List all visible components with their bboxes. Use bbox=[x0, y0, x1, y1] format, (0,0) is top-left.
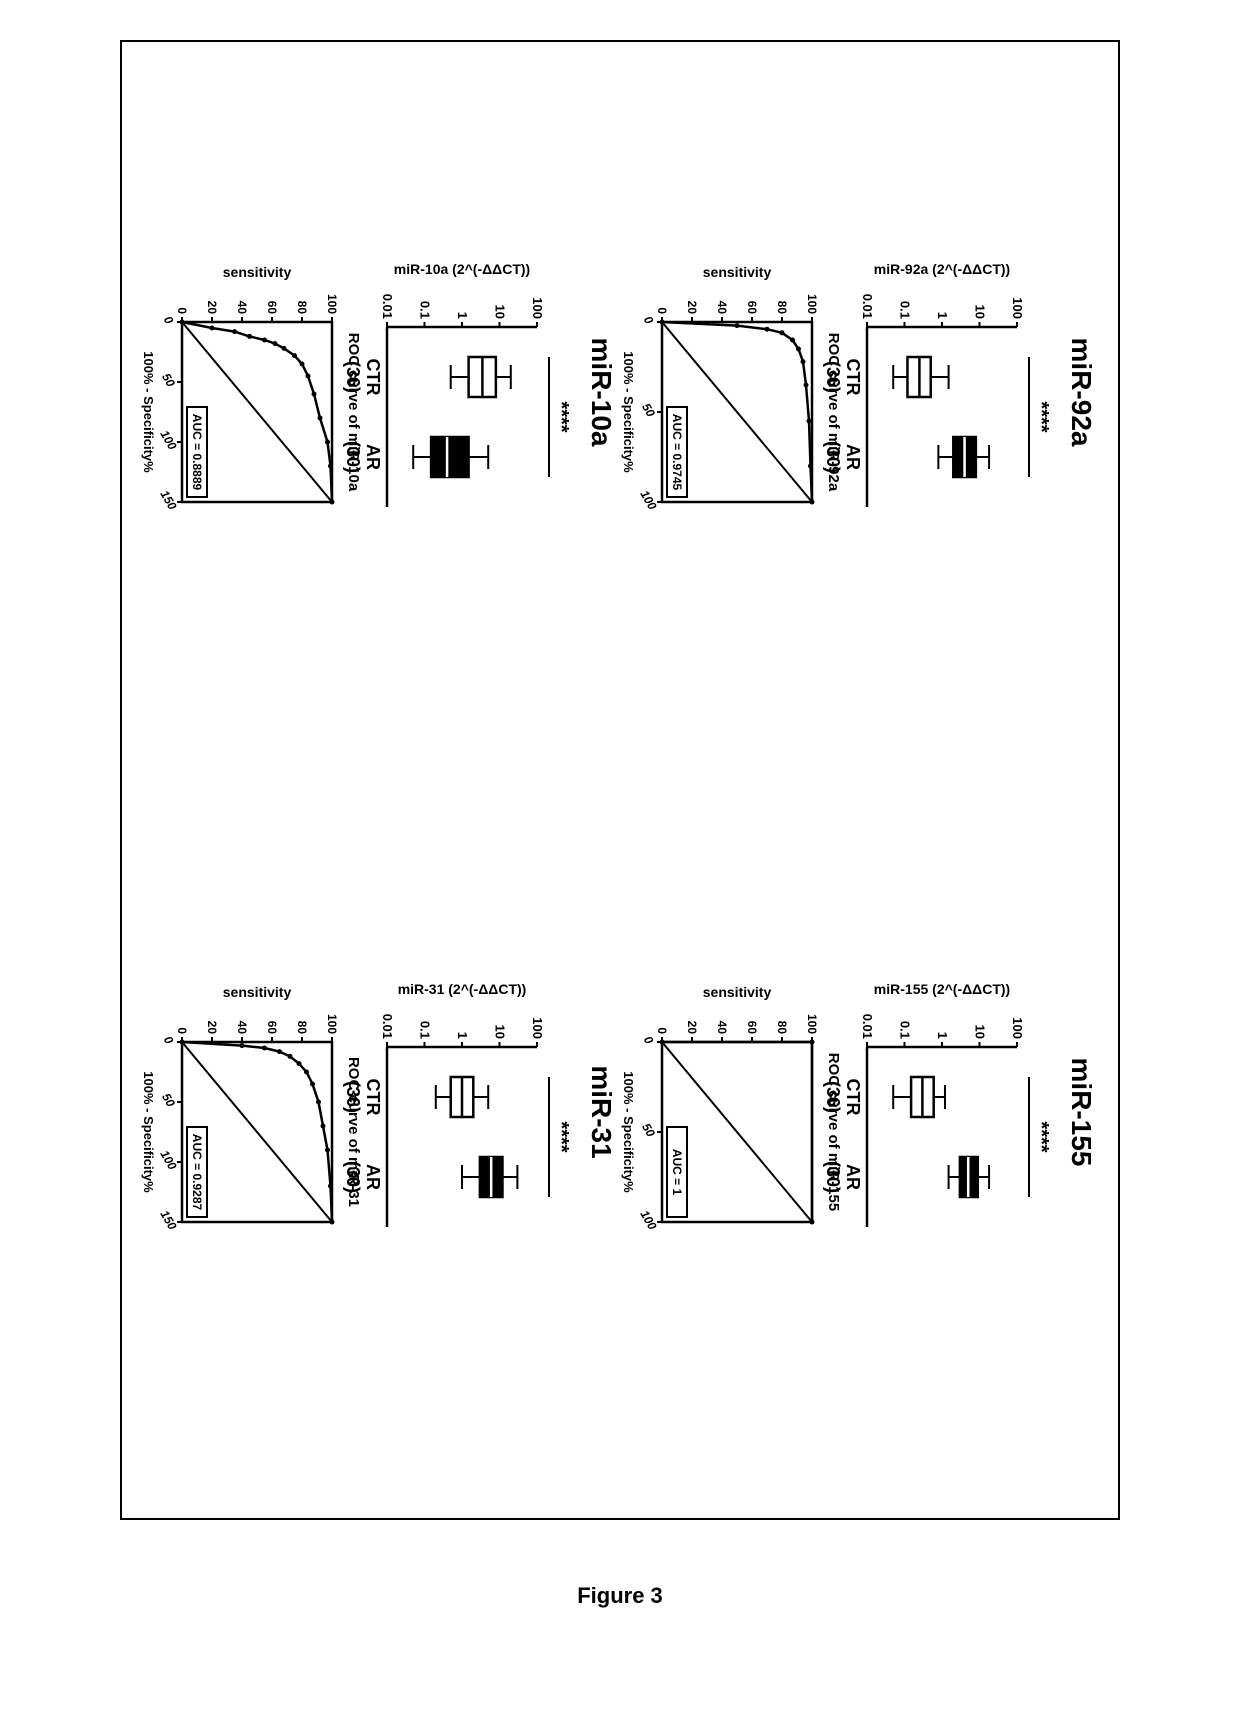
svg-text:150: 150 bbox=[157, 1208, 179, 1233]
panel-mir92a: miR-92a 0.010.1110100****CTR(36)AR(30)mi… bbox=[627, 262, 1097, 522]
svg-text:20: 20 bbox=[685, 301, 699, 315]
roc-mir10a: ROC curve of miR-10a 0 20 40 60 80 100 0 50 100 15… bbox=[147, 262, 367, 522]
svg-text:0.1: 0.1 bbox=[898, 1021, 913, 1039]
svg-text:1: 1 bbox=[455, 312, 470, 319]
svg-text:0: 0 bbox=[175, 307, 189, 314]
svg-text:20: 20 bbox=[205, 1021, 219, 1035]
svg-text:****: **** bbox=[1030, 401, 1052, 432]
panel-mir10a: miR-10a 0.010.1110100****CTR(36)AR(30)mi… bbox=[147, 262, 617, 522]
svg-text:40: 40 bbox=[235, 301, 249, 315]
svg-text:0.01: 0.01 bbox=[380, 1014, 395, 1039]
boxplot-mir10a: 0.010.1110100****CTR(36)AR(30)miR-10a (2… bbox=[377, 262, 577, 522]
svg-text:1: 1 bbox=[935, 312, 950, 319]
figure-frame: miR-10a 0.010.1110100****CTR(36)AR(30)mi… bbox=[120, 40, 1120, 1520]
svg-text:miR-10a (2^(-ΔΔCT)): miR-10a (2^(-ΔΔCT)) bbox=[394, 262, 530, 277]
svg-text:100: 100 bbox=[325, 294, 339, 314]
svg-text:0.01: 0.01 bbox=[860, 294, 875, 319]
svg-text:60: 60 bbox=[265, 301, 279, 315]
svg-text:sensitivity: sensitivity bbox=[703, 264, 772, 280]
svg-text:1: 1 bbox=[935, 1032, 950, 1039]
svg-text:100% - Specificity%: 100% - Specificity% bbox=[621, 1071, 636, 1193]
boxplot-mir155: 0.010.1110100****CTR(36)AR(30)miR-155 (2… bbox=[857, 982, 1057, 1242]
svg-text:100: 100 bbox=[530, 1017, 545, 1039]
svg-text:100: 100 bbox=[530, 297, 545, 319]
svg-text:100% - Specificity%: 100% - Specificity% bbox=[141, 351, 156, 473]
panel-mir155: miR-155 0.010.1110100****CTR(36)AR(30)mi… bbox=[627, 982, 1097, 1242]
svg-text:0: 0 bbox=[161, 314, 177, 327]
svg-text:50: 50 bbox=[639, 401, 658, 420]
svg-text:20: 20 bbox=[685, 1021, 699, 1035]
svg-text:sensitivity: sensitivity bbox=[223, 984, 292, 1000]
svg-text:ROC curve of miR-92a: ROC curve of miR-92a bbox=[825, 333, 842, 492]
svg-text:ROC curve of miR-10a: ROC curve of miR-10a bbox=[345, 333, 362, 492]
panel-mir31: miR-31 0.010.1110100****CTR(36)AR(30)miR… bbox=[147, 982, 617, 1242]
svg-text:AUC = 0.9745: AUC = 0.9745 bbox=[670, 414, 684, 491]
svg-text:****: **** bbox=[1030, 1121, 1052, 1152]
svg-text:0.1: 0.1 bbox=[898, 301, 913, 319]
svg-text:60: 60 bbox=[745, 1021, 759, 1035]
panel-title: miR-92a bbox=[1065, 262, 1097, 522]
svg-text:AUC = 0.8889: AUC = 0.8889 bbox=[190, 414, 204, 491]
svg-text:0: 0 bbox=[641, 314, 657, 327]
svg-text:60: 60 bbox=[265, 1021, 279, 1035]
svg-text:10: 10 bbox=[493, 1025, 508, 1039]
svg-text:50: 50 bbox=[639, 1121, 658, 1140]
svg-text:50: 50 bbox=[159, 1091, 178, 1110]
svg-text:80: 80 bbox=[775, 1021, 789, 1035]
svg-text:AUC = 0.9287: AUC = 0.9287 bbox=[190, 1134, 204, 1211]
boxplot-mir92a: 0.010.1110100****CTR(36)AR(30)miR-92a (2… bbox=[857, 262, 1057, 522]
svg-text:****: **** bbox=[550, 401, 572, 432]
roc-mir31: ROC curve of miR-31 0 20 40 60 80 100 0 50 100 150… bbox=[147, 982, 367, 1242]
svg-text:100: 100 bbox=[157, 428, 179, 453]
svg-text:0: 0 bbox=[641, 1034, 657, 1047]
boxplot-mir31: 0.010.1110100****CTR(36)AR(30)miR-31 (2^… bbox=[377, 982, 577, 1242]
svg-text:100: 100 bbox=[325, 1014, 339, 1034]
svg-text:AUC = 1: AUC = 1 bbox=[670, 1149, 684, 1196]
svg-text:0.1: 0.1 bbox=[418, 301, 433, 319]
svg-text:80: 80 bbox=[775, 301, 789, 315]
svg-text:20: 20 bbox=[205, 301, 219, 315]
svg-text:0: 0 bbox=[655, 307, 669, 314]
svg-text:0: 0 bbox=[175, 1027, 189, 1034]
svg-text:0.01: 0.01 bbox=[860, 1014, 875, 1039]
svg-text:0.1: 0.1 bbox=[418, 1021, 433, 1039]
svg-text:miR-155 (2^(-ΔΔCT)): miR-155 (2^(-ΔΔCT)) bbox=[874, 982, 1010, 997]
svg-text:miR-31 (2^(-ΔΔCT)): miR-31 (2^(-ΔΔCT)) bbox=[398, 982, 527, 997]
svg-text:100: 100 bbox=[157, 1148, 179, 1173]
roc-mir92a: ROC curve of miR-92a 0 20 40 60 80 100 0 50 100 AU… bbox=[627, 262, 847, 522]
svg-text:100% - Specificity%: 100% - Specificity% bbox=[141, 1071, 156, 1193]
svg-text:sensitivity: sensitivity bbox=[223, 264, 292, 280]
svg-text:100% - Specificity%: 100% - Specificity% bbox=[621, 351, 636, 473]
svg-text:40: 40 bbox=[715, 301, 729, 315]
svg-text:****: **** bbox=[550, 1121, 572, 1152]
svg-text:40: 40 bbox=[235, 1021, 249, 1035]
roc-mir155: ROC curve of miR-155 0 20 40 60 80 100 0 50 100 AU… bbox=[627, 982, 847, 1242]
svg-text:miR-92a (2^(-ΔΔCT)): miR-92a (2^(-ΔΔCT)) bbox=[874, 262, 1010, 277]
svg-text:80: 80 bbox=[295, 1021, 309, 1035]
svg-text:60: 60 bbox=[745, 301, 759, 315]
svg-text:80: 80 bbox=[295, 301, 309, 315]
svg-text:50: 50 bbox=[159, 371, 178, 390]
svg-text:10: 10 bbox=[973, 1025, 988, 1039]
svg-text:sensitivity: sensitivity bbox=[703, 984, 772, 1000]
svg-text:ROC curve of miR-155: ROC curve of miR-155 bbox=[825, 1053, 842, 1211]
figure-caption: Figure 3 bbox=[577, 1583, 663, 1609]
svg-text:0: 0 bbox=[655, 1027, 669, 1034]
svg-text:100: 100 bbox=[637, 1208, 659, 1233]
svg-text:10: 10 bbox=[493, 305, 508, 319]
svg-text:0.01: 0.01 bbox=[380, 294, 395, 319]
svg-text:100: 100 bbox=[1010, 1017, 1025, 1039]
svg-text:100: 100 bbox=[805, 1014, 819, 1034]
svg-text:40: 40 bbox=[715, 1021, 729, 1035]
svg-text:100: 100 bbox=[637, 488, 659, 513]
svg-text:0: 0 bbox=[161, 1034, 177, 1047]
svg-text:100: 100 bbox=[1010, 297, 1025, 319]
panel-title: miR-155 bbox=[1065, 982, 1097, 1242]
svg-text:10: 10 bbox=[973, 305, 988, 319]
svg-text:150: 150 bbox=[157, 488, 179, 513]
svg-text:ROC curve of miR-31: ROC curve of miR-31 bbox=[345, 1057, 362, 1207]
svg-text:1: 1 bbox=[455, 1032, 470, 1039]
svg-text:100: 100 bbox=[805, 294, 819, 314]
